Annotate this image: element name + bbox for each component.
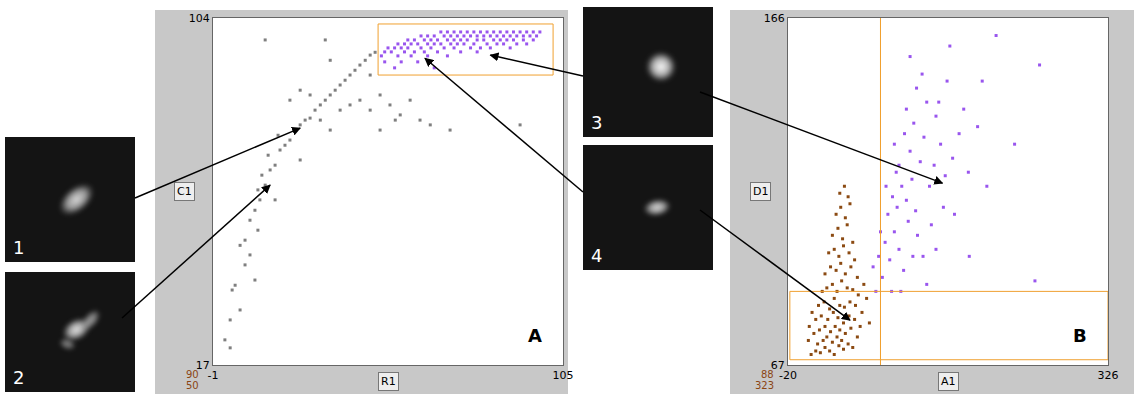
svg-text:90: 90 (186, 369, 199, 380)
svg-text:67: 67 (771, 359, 785, 372)
svg-text:326: 326 (1098, 369, 1119, 382)
svg-text:4: 4 (591, 245, 602, 266)
svg-text:105: 105 (553, 369, 574, 382)
svg-text:A: A (528, 325, 542, 346)
svg-text:R1: R1 (381, 375, 396, 388)
svg-text:1: 1 (13, 237, 24, 258)
svg-text:104: 104 (189, 12, 210, 25)
svg-text:2: 2 (13, 367, 24, 388)
svg-text:17: 17 (196, 359, 210, 372)
svg-text:-20: -20 (779, 369, 797, 382)
svg-text:A1: A1 (941, 375, 956, 388)
svg-text:-1: -1 (208, 369, 219, 382)
svg-text:50: 50 (186, 380, 199, 391)
svg-text:C1: C1 (177, 185, 192, 198)
svg-text:88: 88 (761, 369, 774, 380)
svg-text:3: 3 (591, 112, 602, 133)
svg-text:323: 323 (755, 380, 774, 391)
svg-text:B: B (1073, 325, 1087, 346)
svg-text:166: 166 (764, 12, 785, 25)
svg-text:D1: D1 (753, 185, 768, 198)
